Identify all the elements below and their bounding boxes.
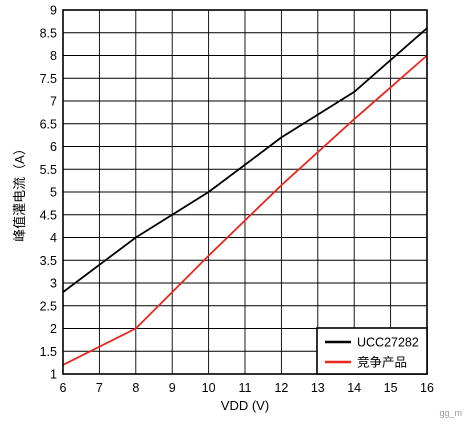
x-axis-title: VDD (V) xyxy=(221,398,269,413)
plot-frame xyxy=(62,9,428,375)
legend-label-2: 竞争产品 xyxy=(357,356,407,370)
y-tick-label: 7.5 xyxy=(40,72,57,86)
y-tick-labels: 1 1.5 2 2.5 3 3.5 4 4.5 5 5.5 6 6.5 7 7.5 8 8.5 9 xyxy=(40,4,57,382)
x-tick-label: 14 xyxy=(347,381,361,395)
y-tick-label: 8 xyxy=(50,49,57,63)
y-tick-label: 2.5 xyxy=(40,299,57,313)
x-tick-label: 7 xyxy=(96,381,103,395)
y-tick-label: 9 xyxy=(50,4,57,18)
x-tick-label: 16 xyxy=(420,381,434,395)
y-tick-label: 3 xyxy=(50,277,57,291)
legend-label-1: UCC27282 xyxy=(357,336,419,350)
y-tick-label: 4.5 xyxy=(40,208,57,222)
series-line-2 xyxy=(62,54,428,366)
x-tick-label: 10 xyxy=(202,381,216,395)
legend: UCC27282 竞争产品 xyxy=(316,327,428,375)
y-axis-title: 峰值灌电流（A） xyxy=(12,142,27,242)
legend-box xyxy=(316,327,428,375)
y-tick-label: 5 xyxy=(50,186,57,200)
watermark: gg_m xyxy=(439,408,462,418)
y-tick-label: 3.5 xyxy=(40,254,57,268)
y-tick-label: 2 xyxy=(50,322,57,336)
x-tick-label: 12 xyxy=(274,381,288,395)
y-tick-label: 6.5 xyxy=(40,117,57,131)
y-tick-label: 5.5 xyxy=(40,163,57,177)
y-tick-label: 8.5 xyxy=(40,26,57,40)
x-tick-labels: 6 7 8 9 10 11 12 13 14 15 16 xyxy=(60,381,434,395)
x-tick-label: 9 xyxy=(169,381,176,395)
series-lines xyxy=(62,27,428,366)
y-tick-label: 1 xyxy=(50,368,57,382)
y-tick-label: 4 xyxy=(50,231,57,245)
x-tick-label: 15 xyxy=(384,381,398,395)
y-tick-label: 7 xyxy=(50,95,57,109)
grid xyxy=(62,9,428,375)
x-tick-label: 8 xyxy=(132,381,139,395)
x-tick-label: 11 xyxy=(239,381,252,395)
x-tick-label: 6 xyxy=(60,381,67,395)
x-tick-label: 13 xyxy=(311,381,325,395)
y-tick-label: 1.5 xyxy=(40,345,57,359)
y-tick-label: 6 xyxy=(50,140,57,154)
series-line-1 xyxy=(62,27,428,293)
